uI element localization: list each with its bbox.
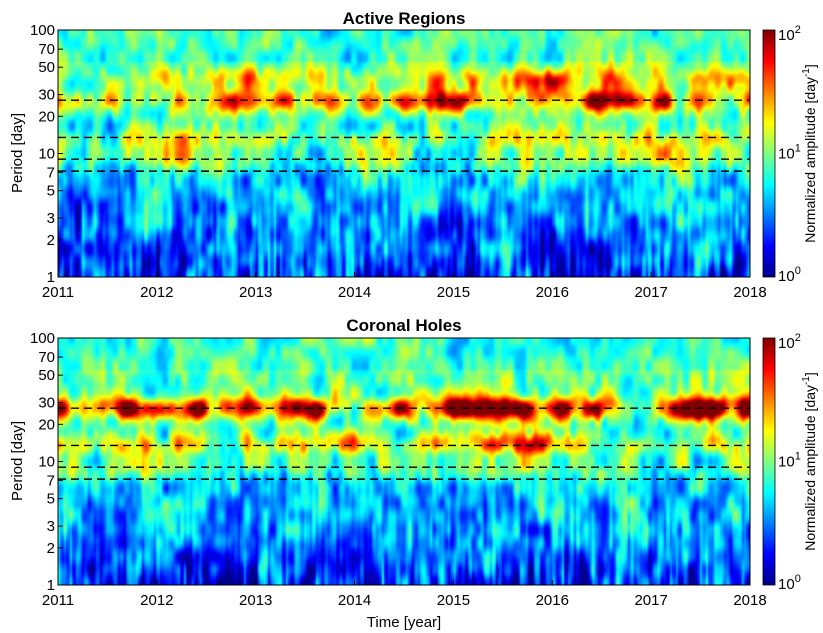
heatmap-image — [58, 338, 750, 585]
x-tick-label: 2012 — [140, 284, 173, 301]
y-tick-label: 2 — [47, 540, 55, 557]
colorbar-label: Normalized amplitude [day-1] — [801, 372, 818, 551]
y-tick-label: 10 — [38, 146, 55, 163]
x-tick-label: 2018 — [733, 592, 766, 609]
colorbar-tick-label: 100 — [778, 265, 801, 285]
x-tick-label: 2011 — [42, 592, 74, 609]
x-tick-label: 2013 — [239, 592, 272, 609]
x-tick-label: 2014 — [338, 284, 371, 301]
y-tick-label: 1 — [47, 577, 55, 594]
x-tick-label: 2014 — [338, 592, 371, 609]
heatmap-raster — [58, 338, 750, 585]
y-tick-label: 7 — [47, 165, 55, 182]
y-tick-label: 5 — [47, 491, 55, 508]
y-axis-label: Period [day] — [9, 421, 26, 501]
y-tick-label: 30 — [38, 87, 55, 104]
y-tick-label: 100 — [30, 22, 55, 39]
x-tick-label: 2015 — [437, 592, 470, 609]
x-tick-label: 2016 — [536, 592, 569, 609]
x-tick-label: 2016 — [536, 284, 569, 301]
y-tick-label: 5 — [47, 183, 55, 200]
colorbar-tick-label: 100 — [778, 573, 801, 593]
y-tick-label: 10 — [38, 454, 55, 471]
colorbar: 100 101 102 Normalized amplitude [day-1] — [762, 332, 818, 593]
x-tick-label: 2017 — [634, 592, 667, 609]
y-tick-label: 20 — [38, 416, 55, 433]
y-tick-label: 2 — [47, 232, 55, 249]
x-tick-label: 2012 — [140, 592, 173, 609]
x-axis: 2011 2012 2013 2014 2015 2016 2017 2018 — [42, 580, 767, 609]
x-tick-label: 2015 — [437, 284, 470, 301]
colorbar-tick-label: 101 — [778, 143, 801, 163]
y-tick-label: 20 — [38, 108, 55, 125]
colorbar-label: Normalized amplitude [day-1] — [801, 64, 818, 243]
x-tick-label: 2011 — [42, 284, 74, 301]
x-tick-label: 2018 — [733, 284, 766, 301]
colorbar-gradient — [762, 29, 776, 278]
x-tick-label: 2017 — [634, 284, 667, 301]
panel-title: Active Regions — [343, 9, 466, 28]
y-tick-label: 30 — [38, 395, 55, 412]
y-tick-label: 50 — [38, 59, 55, 76]
colorbar-tick-label: 102 — [778, 24, 801, 44]
x-axis: 2011 2012 2013 2014 2015 2016 2017 2018 — [42, 272, 767, 301]
colorbar-gradient — [762, 337, 776, 586]
y-axis-label: Period [day] — [9, 113, 26, 193]
colorbar-tick-label: 102 — [778, 332, 801, 352]
x-axis-label: Time [year] — [367, 614, 441, 631]
heatmap-image — [58, 30, 750, 277]
y-tick-label: 1 — [47, 269, 55, 286]
colorbar: 100 101 102 Normalized amplitude [day-1] — [762, 24, 818, 285]
y-tick-label: 100 — [30, 330, 55, 347]
y-tick-label: 7 — [47, 473, 55, 490]
x-tick-label: 2013 — [239, 284, 272, 301]
y-tick-label: 50 — [38, 367, 55, 384]
y-tick-label: 3 — [47, 518, 55, 535]
y-tick-label: 70 — [38, 41, 55, 58]
reference-lines — [58, 99, 750, 172]
y-tick-label: 3 — [47, 210, 55, 227]
y-tick-label: 70 — [38, 349, 55, 366]
panel-title: Coronal Holes — [346, 316, 461, 335]
reference-lines — [58, 407, 750, 480]
heatmap-raster — [58, 30, 750, 277]
colorbar-tick-label: 101 — [778, 451, 801, 471]
